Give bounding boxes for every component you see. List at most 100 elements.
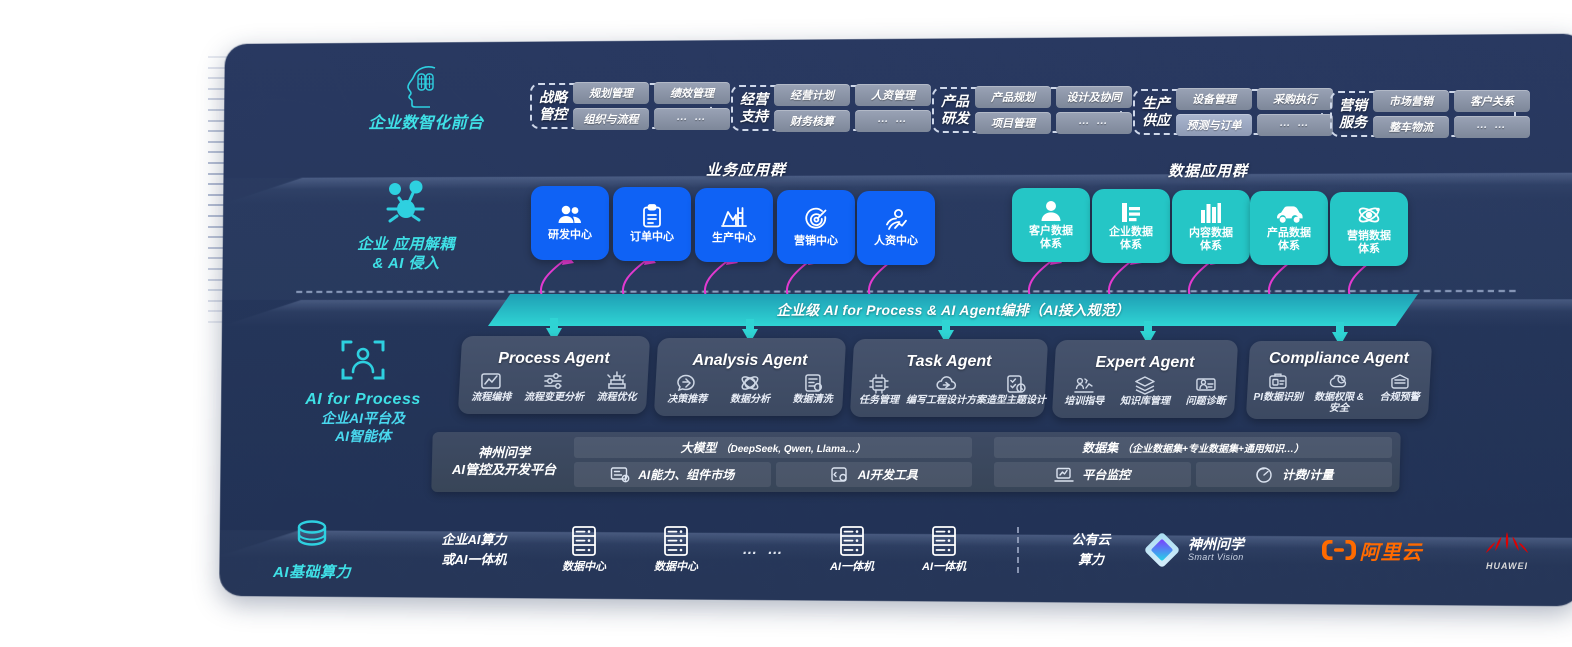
- infra-node-datacenter-1[interactable]: 数据中心: [538, 525, 630, 574]
- domain-chip[interactable]: 项目管理: [975, 112, 1051, 134]
- agent-capability[interactable]: 流程优化: [585, 371, 648, 403]
- app-card-hr-center[interactable]: 人资中心: [857, 191, 935, 265]
- server-icon: [572, 526, 596, 557]
- business-group-title: 业务应用群: [706, 162, 787, 179]
- domain-chip-more[interactable]: … …: [1056, 112, 1132, 134]
- huawei-logo: [1485, 531, 1529, 553]
- brand-smartvision[interactable]: 神州问学 Smart Vision: [1142, 530, 1292, 570]
- infra-node-aibox-1[interactable]: AI一体机: [806, 525, 898, 574]
- agent-capability[interactable]: 编写工程设计方案: [906, 374, 986, 406]
- platform-cell-component-market[interactable]: AI能力、组件市场: [574, 462, 771, 487]
- data-card-content[interactable]: 内容数据 体系: [1172, 190, 1250, 264]
- agent-card-compliance[interactable]: Compliance Agent PI数据识别 数据权限 & 安全: [1245, 341, 1433, 419]
- domain-chip[interactable]: 规划管理: [573, 82, 649, 104]
- brand-name: 阿里云: [1359, 541, 1423, 564]
- optimize-icon: [606, 371, 626, 390]
- agent-capability[interactable]: PI数据识别: [1248, 371, 1309, 403]
- agent-card-expert[interactable]: Expert Agent 培训指导 知识库管理: [1051, 340, 1239, 418]
- domain-chip[interactable]: 预测与订单: [1176, 114, 1252, 136]
- decision-icon: [677, 375, 696, 392]
- agent-capability[interactable]: 决策推荐: [656, 373, 719, 405]
- agent-capability[interactable]: 知识库管理: [1115, 375, 1176, 407]
- agent-capability[interactable]: 合规预警: [1369, 371, 1430, 403]
- agent-name: Expert Agent: [1095, 354, 1195, 372]
- agent-capability[interactable]: 造型主题设计: [986, 374, 1046, 406]
- data-card-product[interactable]: 产品数据 体系: [1250, 191, 1328, 265]
- orchestration-bar[interactable]: 企业级 AI for Process & AI Agent编排（AI接入规范）: [488, 294, 1418, 326]
- agent-card-process[interactable]: Process Agent 流程编排 流程变更分析: [457, 336, 651, 414]
- agent-capability[interactable]: 问题诊断: [1175, 375, 1236, 407]
- data-card-label: 企业数据 体系: [1109, 225, 1153, 251]
- smartvision-logo: [1145, 533, 1179, 567]
- domain-chip[interactable]: 绩效管理: [654, 82, 730, 104]
- dev-tools-icon: [831, 466, 847, 482]
- domain-chip[interactable]: 财务核算: [774, 110, 850, 132]
- aliyun-logo: [1321, 540, 1356, 560]
- domain-chip[interactable]: 经营计划: [774, 84, 850, 106]
- domain-chip-more[interactable]: … …: [1454, 116, 1530, 138]
- domain-name: 经营 支持: [740, 91, 768, 124]
- app-card-production-center[interactable]: 生产中心: [695, 188, 773, 262]
- platform-cell-dev-tools[interactable]: AI开发工具: [775, 462, 972, 487]
- capability-label: 任务管理: [858, 395, 899, 407]
- diagnose-icon: [1195, 378, 1216, 392]
- user-icon: [1041, 200, 1061, 221]
- platform-cell-billing[interactable]: 计费/计量: [1195, 462, 1392, 487]
- models-row[interactable]: 大模型 （DeepSeek, Qwen, Llama…）: [574, 437, 972, 458]
- bars-icon: [1201, 202, 1221, 223]
- target-icon: [804, 207, 826, 229]
- domain-group-marketing-service[interactable]: 营销 服务 市场营销 客户关系 整车物流 … …: [1330, 90, 1530, 138]
- infra-node-label: AI一体机: [830, 561, 874, 574]
- domain-chip[interactable]: 人资管理: [855, 84, 931, 106]
- agent-capability[interactable]: 数据权限 & 安全: [1309, 371, 1370, 414]
- domain-chip[interactable]: 采购执行: [1257, 88, 1333, 110]
- capability-label: 培训指导: [1064, 396, 1105, 408]
- domain-chip[interactable]: 产品规划: [975, 86, 1051, 108]
- domain-group-strategy[interactable]: 战略 管控 规划管理 绩效管理 组织与流程 … …: [530, 82, 730, 130]
- data-card-customer[interactable]: 客户数据 体系: [1012, 188, 1090, 262]
- platform-strip: 神州问学 AI管控及开发平台 大模型 （DeepSeek, Qwen, Llama…: [431, 432, 1401, 492]
- agent-capability[interactable]: 数据分析: [719, 373, 782, 405]
- dataset-row[interactable]: 数据集 （企业数据集+专业数据集+通用知识…）: [994, 437, 1392, 458]
- capability-label: 问题诊断: [1185, 396, 1226, 408]
- app-card-label: 人资中心: [874, 235, 918, 248]
- infra-node-aibox-2[interactable]: AI一体机: [898, 525, 990, 574]
- app-card-order-center[interactable]: 订单中心: [613, 187, 691, 261]
- agent-card-analysis[interactable]: Analysis Agent 决策推荐 数据分析: [653, 338, 847, 416]
- agent-capability[interactable]: 任务管理: [852, 374, 906, 406]
- domain-chip-more[interactable]: … …: [654, 108, 730, 130]
- domain-group-production-supply[interactable]: 生产 供应 设备管理 采购执行 预测与订单 … …: [1133, 88, 1333, 136]
- person-scan-icon: [341, 340, 385, 380]
- agent-capability[interactable]: 流程变更分析: [523, 371, 586, 403]
- data-card-enterprise[interactable]: 企业数据 体系: [1092, 189, 1170, 263]
- infra-node-datacenter-2[interactable]: 数据中心: [630, 525, 722, 574]
- app-card-rd-center[interactable]: 研发中心: [531, 186, 609, 260]
- domain-chip[interactable]: 设备管理: [1176, 88, 1252, 110]
- dataset-detail: （企业数据集+专业数据集+通用知识…）: [1122, 444, 1304, 455]
- brand-sub: Smart Vision: [1188, 551, 1244, 562]
- domain-chip-more[interactable]: … …: [855, 110, 931, 132]
- platform-cell-monitoring[interactable]: 平台监控: [994, 462, 1191, 487]
- domain-chip[interactable]: 组织与流程: [573, 108, 649, 130]
- brand-aliyun[interactable]: 阿里云: [1292, 536, 1452, 565]
- domain-group-product-rd[interactable]: 产品 研发 产品规划 设计及协同 项目管理 … …: [932, 86, 1132, 134]
- id-card-icon: [1269, 373, 1287, 389]
- domain-chip[interactable]: 客户关系: [1454, 90, 1530, 112]
- agent-card-task[interactable]: Task Agent 任务管理 编写工程设计方案: [849, 339, 1049, 417]
- domain-name: 生产 供应: [1142, 95, 1170, 128]
- agent-capability[interactable]: 流程编排: [460, 371, 523, 403]
- domain-chip[interactable]: 市场营销: [1373, 90, 1449, 112]
- rail-compute-title: AI基础算力: [272, 564, 351, 581]
- domain-group-operations[interactable]: 经营 支持 经营计划 人资管理 财务核算 … …: [731, 84, 931, 132]
- domain-chip[interactable]: 设计及协同: [1056, 86, 1132, 108]
- data-card-label: 产品数据 体系: [1267, 226, 1311, 252]
- agent-capability[interactable]: 培训指导: [1054, 375, 1115, 407]
- dataset-title: 数据集: [1082, 441, 1119, 455]
- agent-capability[interactable]: 数据清洗: [781, 373, 844, 405]
- app-card-marketing-center[interactable]: 营销中心: [777, 190, 855, 264]
- domain-chip[interactable]: 整车物流: [1373, 116, 1449, 138]
- data-card-marketing[interactable]: 营销数据 体系: [1330, 192, 1408, 266]
- domain-chip-more[interactable]: … …: [1257, 114, 1333, 136]
- brand-huawei[interactable]: HUAWEI: [1452, 530, 1562, 571]
- database-icon: [297, 520, 327, 546]
